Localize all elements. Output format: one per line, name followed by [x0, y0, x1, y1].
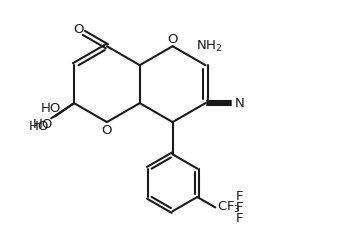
Text: F: F — [235, 190, 243, 203]
Text: N: N — [235, 97, 245, 110]
Text: HO: HO — [33, 118, 53, 131]
Text: O: O — [102, 124, 112, 137]
Text: CF$_3$: CF$_3$ — [217, 200, 241, 215]
Text: F: F — [235, 212, 243, 225]
Text: O: O — [73, 23, 84, 36]
Text: F: F — [235, 201, 243, 214]
Text: NH$_2$: NH$_2$ — [196, 39, 223, 54]
Text: HO: HO — [29, 120, 50, 133]
Text: O: O — [168, 33, 178, 46]
Text: HO: HO — [40, 102, 61, 115]
